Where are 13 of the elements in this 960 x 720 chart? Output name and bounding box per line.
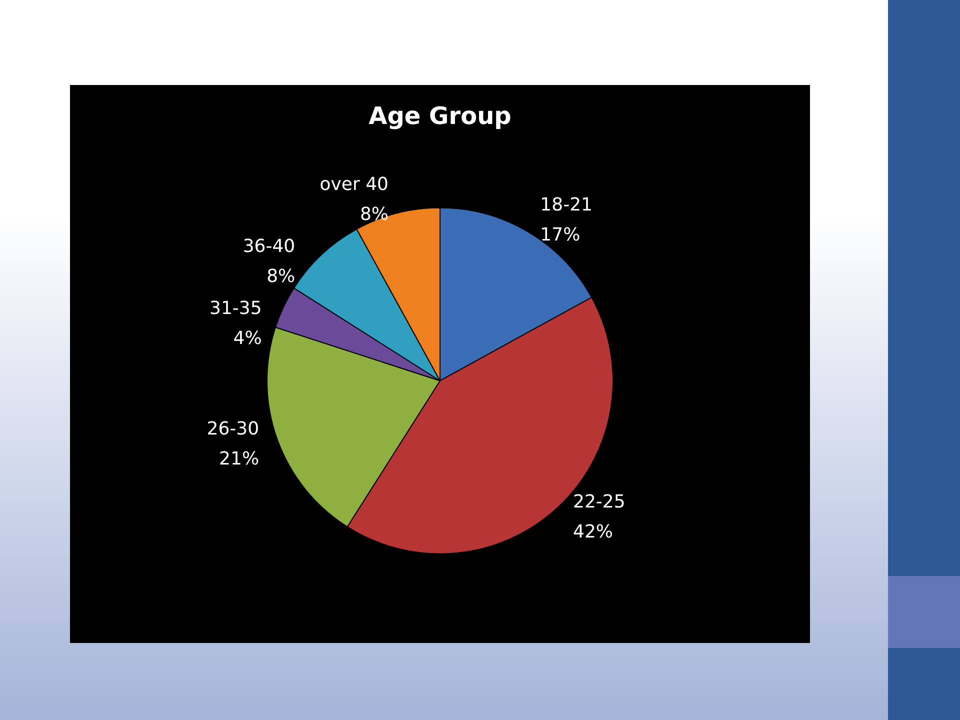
slice-label: 18-21 <box>540 194 592 216</box>
slice-label: over 40 <box>320 174 388 196</box>
chart-title: Age Group <box>368 102 512 130</box>
data-label: 17% <box>540 224 580 246</box>
slice-label: 22-25 <box>572 492 626 513</box>
slice-label: 31-35 <box>210 298 262 320</box>
data-label: 42% <box>572 522 614 543</box>
data-label: 21% <box>219 448 260 470</box>
slice-label: 26-30 <box>206 418 260 440</box>
data-label: 8% <box>266 266 296 288</box>
data-label: 8% <box>360 204 388 226</box>
slice-label: 36-40 <box>242 236 296 258</box>
data-label: 4% <box>233 328 262 350</box>
